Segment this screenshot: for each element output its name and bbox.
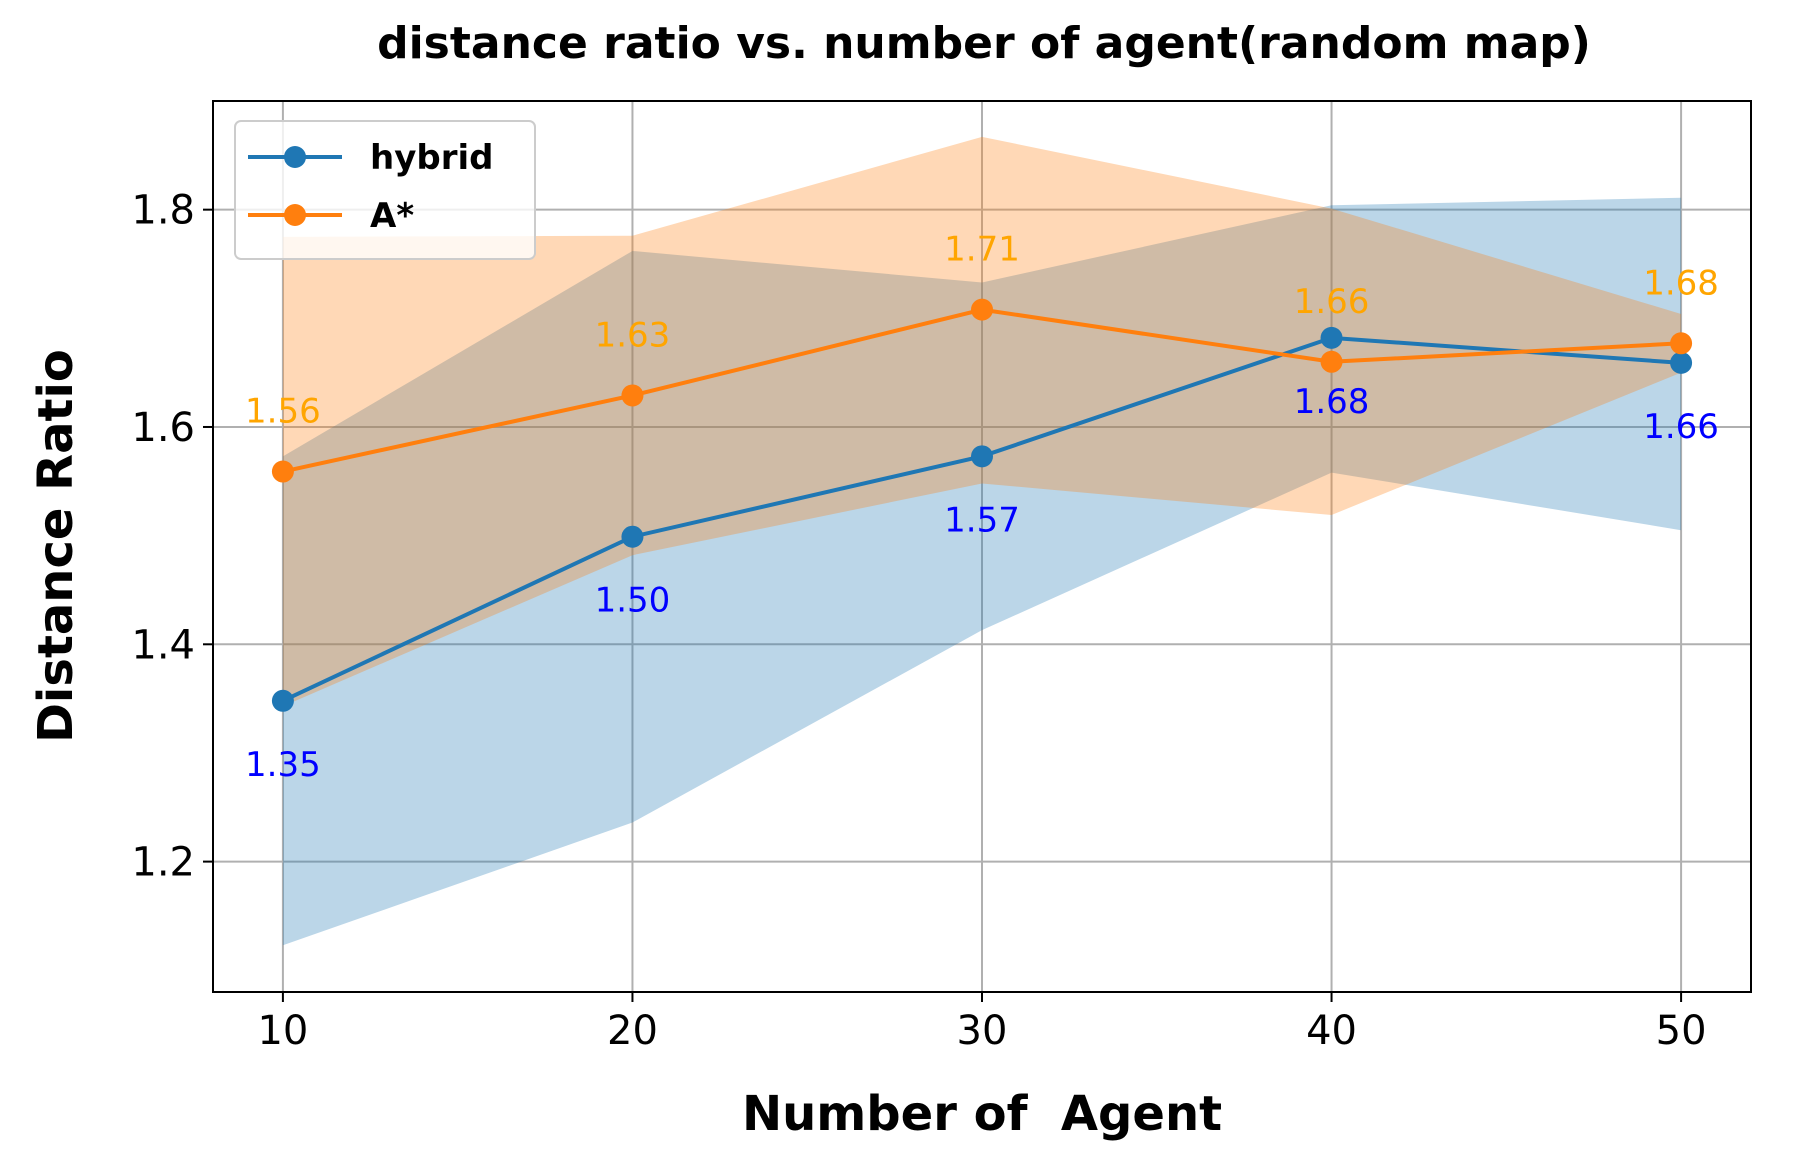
y-tick-label: 1.8 bbox=[131, 188, 195, 234]
data-label-hybrid: 1.68 bbox=[1294, 382, 1370, 422]
y-tick-label: 1.2 bbox=[131, 840, 195, 886]
series-markers bbox=[271, 298, 1693, 712]
data-label-A: 1.56 bbox=[245, 392, 321, 432]
data-label-hybrid: 1.35 bbox=[245, 745, 321, 785]
data-label-hybrid: 1.66 bbox=[1643, 407, 1719, 447]
legend-label: A* bbox=[370, 196, 414, 236]
data-point-A bbox=[1320, 350, 1343, 373]
data-label-A: 1.63 bbox=[595, 315, 671, 355]
data-label-hybrid: 1.50 bbox=[595, 581, 671, 621]
x-tick-label: 30 bbox=[957, 1008, 1008, 1054]
legend-marker bbox=[284, 146, 306, 168]
data-label-A: 1.68 bbox=[1643, 263, 1719, 303]
data-labels: 1.35 1.50 1.57 1.68 1.66 1.56 1.63 1.71 1.66 1.68 bbox=[245, 230, 1719, 785]
data-point-hybrid bbox=[1320, 326, 1343, 349]
legend-items: hybrid A* bbox=[248, 138, 493, 236]
band-A bbox=[282, 136, 1682, 707]
axis-ticks: 10 20 30 40 50 1.2 1.4 1.6 1.8 bbox=[131, 188, 1706, 1054]
y-axis-label: Distance Ratio bbox=[28, 349, 84, 743]
data-point-A bbox=[621, 384, 644, 407]
data-point-A bbox=[1670, 332, 1693, 355]
legend-label: hybrid bbox=[370, 138, 493, 178]
legend-marker bbox=[284, 204, 306, 226]
x-tick-label: 20 bbox=[607, 1008, 658, 1054]
data-point-hybrid bbox=[271, 689, 294, 712]
y-tick-label: 1.6 bbox=[131, 405, 195, 451]
x-axis-label: Number of Agent bbox=[742, 1086, 1222, 1142]
x-tick-label: 50 bbox=[1656, 1008, 1707, 1054]
data-point-hybrid bbox=[621, 525, 644, 548]
x-tick-label: 10 bbox=[257, 1008, 308, 1054]
chart-title: distance ratio vs. number of agent(rando… bbox=[377, 18, 1591, 69]
data-point-A bbox=[271, 460, 294, 483]
data-point-A bbox=[971, 298, 993, 321]
data-label-hybrid: 1.57 bbox=[944, 500, 1020, 540]
data-label-A: 1.66 bbox=[1294, 282, 1370, 322]
data-label-A: 1.71 bbox=[944, 230, 1020, 270]
x-tick-label: 40 bbox=[1306, 1008, 1357, 1054]
data-point-hybrid bbox=[1670, 351, 1693, 374]
legend: hybrid A* bbox=[234, 120, 536, 260]
data-point-hybrid bbox=[971, 445, 993, 468]
y-tick-label: 1.4 bbox=[131, 622, 195, 668]
